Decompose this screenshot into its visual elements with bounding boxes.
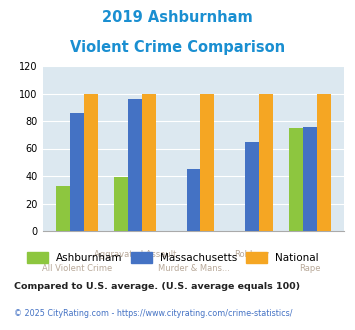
Bar <box>114 178 129 231</box>
Bar <box>70 113 84 231</box>
Text: © 2025 CityRating.com - https://www.cityrating.com/crime-statistics/: © 2025 CityRating.com - https://www.city… <box>14 309 293 317</box>
Text: Violent Crime Comparison: Violent Crime Comparison <box>70 40 285 54</box>
Text: 2019 Ashburnham: 2019 Ashburnham <box>102 10 253 25</box>
Bar <box>258 93 273 231</box>
Bar <box>201 93 214 231</box>
Bar <box>142 93 156 231</box>
Text: Compared to U.S. average. (U.S. average equals 100): Compared to U.S. average. (U.S. average … <box>14 282 300 291</box>
Bar <box>84 93 98 231</box>
Text: All Violent Crime: All Violent Crime <box>42 264 113 273</box>
Bar <box>317 93 331 231</box>
Bar <box>129 99 142 231</box>
Bar <box>245 142 258 231</box>
Text: Robbery: Robbery <box>234 250 269 259</box>
Bar <box>289 128 303 231</box>
Legend: Ashburnham, Massachusetts, National: Ashburnham, Massachusetts, National <box>23 248 323 267</box>
Text: Rape: Rape <box>299 264 321 273</box>
Bar <box>303 126 317 231</box>
Bar <box>56 185 70 231</box>
Text: Murder & Mans...: Murder & Mans... <box>158 264 229 273</box>
Text: Aggravated Assault: Aggravated Assault <box>94 250 176 259</box>
Bar <box>186 169 201 231</box>
